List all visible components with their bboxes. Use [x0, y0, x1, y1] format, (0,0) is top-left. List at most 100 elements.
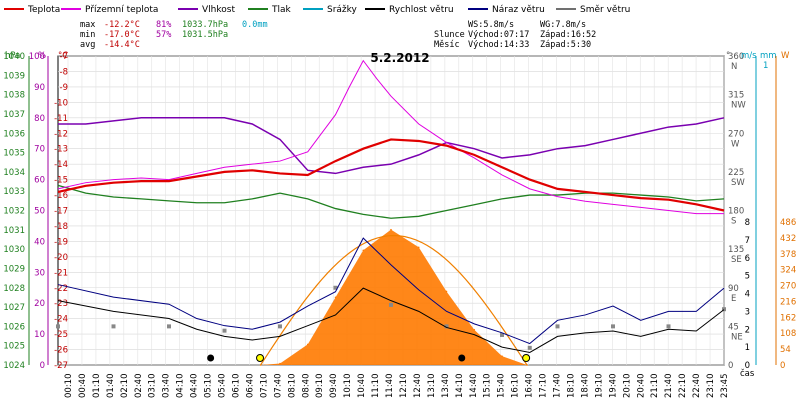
- dir-axis-label: NE: [731, 332, 743, 342]
- x-tick-label: 12:40: [413, 374, 423, 399]
- wind-gust-info: WG:7.8m/s: [540, 20, 586, 30]
- celsius-axis-tick: -19: [54, 237, 68, 247]
- pct-axis-tick: 80: [34, 114, 45, 124]
- hpa-axis-tick: 1034: [3, 168, 25, 178]
- celsius-axis-tick: -11: [54, 114, 68, 124]
- x-tick-label: 06:40: [245, 374, 255, 399]
- wind-direction-point: [722, 307, 726, 312]
- x-tick-label: 15:40: [497, 374, 507, 399]
- dir-axis-tick: 90: [728, 284, 739, 294]
- solar-radiation-point: [390, 228, 392, 231]
- x-tick-label: 18:10: [566, 374, 576, 399]
- temperature-line: [57, 138, 725, 212]
- x-tick-label: 11:40: [385, 374, 395, 399]
- x-tick-label: 15:10: [483, 374, 493, 399]
- ms-axis-tick: 5: [745, 272, 750, 282]
- x-tick-label: 03:40: [162, 374, 172, 399]
- pct-unit: %: [38, 51, 46, 61]
- ground-temperature-line: [57, 59, 724, 215]
- wind-direction-point: [500, 332, 504, 337]
- w-axis-tick: 108: [780, 329, 796, 339]
- hpa-axis-tick: 1037: [3, 110, 25, 120]
- celsius-axis-tick: -24: [54, 315, 68, 325]
- moon-label: Měsíc: [434, 40, 460, 50]
- pct-axis-tick: 0: [40, 361, 45, 371]
- stats-value: 1033.7hPa: [182, 20, 228, 30]
- hpa-axis-tick: 1027: [3, 303, 25, 313]
- solar-radiation-point: [362, 249, 365, 252]
- hpa-axis-tick: 1033: [3, 187, 25, 197]
- wind-speed-line: [57, 287, 725, 354]
- celsius-axis-tick: -16: [54, 191, 68, 201]
- x-tick-label: 13:40: [441, 374, 451, 399]
- legend-label: Srážky: [327, 5, 358, 15]
- mm-unit: mm: [760, 51, 777, 61]
- moonset-info: Západ:5:30: [540, 40, 591, 50]
- time-label: čas: [740, 368, 755, 379]
- sun-arc-line: [260, 234, 528, 366]
- celsius-axis-tick: -9: [60, 83, 68, 93]
- hpa-axis-tick: 1025: [3, 342, 25, 352]
- x-tick-label: 07:10: [259, 374, 269, 399]
- w-axis-tick: 432: [780, 234, 796, 244]
- hpa-axis-tick: 1032: [3, 207, 25, 217]
- wind-direction-point: [167, 324, 171, 329]
- pct-axis-tick: 10: [34, 330, 45, 340]
- celsius-axis-tick: -18: [54, 222, 68, 232]
- celsius-unit: °C: [58, 51, 68, 61]
- stats-value: 81%: [156, 20, 171, 30]
- sun-marker-icon: [522, 354, 531, 362]
- ms-axis-tick: 4: [745, 290, 750, 300]
- x-tick-label: 23:10: [706, 374, 716, 399]
- x-tick-label: 14:40: [469, 374, 479, 399]
- pct-axis-tick: 70: [34, 145, 45, 155]
- celsius-axis-tick: -26: [54, 346, 68, 356]
- x-tick-label: 00:40: [78, 374, 88, 399]
- x-tick-label: 01:10: [92, 374, 102, 399]
- legend-label: Přízemní teplota: [85, 5, 158, 15]
- wind-gust-line: [57, 237, 725, 345]
- x-tick-label: 07:40: [273, 374, 283, 399]
- dir-axis-label: NW: [731, 101, 746, 111]
- w-unit: W: [781, 51, 790, 61]
- solar-radiation-point: [445, 290, 448, 293]
- x-tick-label: 19:40: [608, 374, 618, 399]
- hpa-axis-tick: 1038: [3, 91, 25, 101]
- dir-axis-tick: 360: [728, 52, 744, 62]
- dir-axis-label: S: [731, 217, 736, 227]
- w-axis-tick: 162: [780, 313, 796, 323]
- hpa-unit: hPa: [5, 51, 20, 61]
- wind-direction-point: [333, 285, 338, 290]
- sunset-info: Západ:16:52: [540, 30, 596, 40]
- wind-direction-point: [56, 324, 60, 329]
- w-axis-tick: 324: [780, 266, 796, 276]
- w-axis-tick: 270: [780, 282, 796, 292]
- w-axis-tick: 216: [780, 297, 796, 307]
- ms-axis-tick: 6: [745, 254, 750, 264]
- solar-radiation-point: [334, 296, 337, 299]
- celsius-axis-tick: -7: [60, 52, 68, 62]
- hpa-axis-tick: 1039: [3, 71, 25, 81]
- x-tick-label: 20:40: [636, 374, 646, 399]
- mm-axis-tick: 1: [763, 61, 768, 71]
- legend-label: Vlhkost: [202, 5, 235, 15]
- moonrise-info: Východ:14:33: [468, 40, 529, 50]
- x-tick-label: 00:10: [64, 374, 74, 399]
- dir-axis-label: E: [731, 294, 736, 304]
- wind-direction-point: [527, 345, 532, 350]
- wind-direction-point: [555, 324, 560, 329]
- hpa-axis-tick: 1029: [3, 264, 25, 274]
- celsius-axis-tick: -14: [54, 160, 68, 170]
- pct-axis-tick: 40: [34, 237, 45, 247]
- ms-axis-tick: 1: [745, 343, 750, 353]
- ms-axis-tick: 0: [745, 361, 750, 371]
- dir-axis-label: SE: [731, 255, 742, 265]
- ms-unit: m/s: [741, 51, 757, 61]
- w-axis-tick: 486: [780, 218, 796, 228]
- wind-direction-point: [222, 328, 227, 333]
- sun-label: Slunce: [434, 30, 465, 40]
- sunrise-info: Východ:07:17: [468, 30, 529, 40]
- celsius-axis-tick: -22: [54, 284, 68, 294]
- solar-radiation-point: [279, 362, 281, 365]
